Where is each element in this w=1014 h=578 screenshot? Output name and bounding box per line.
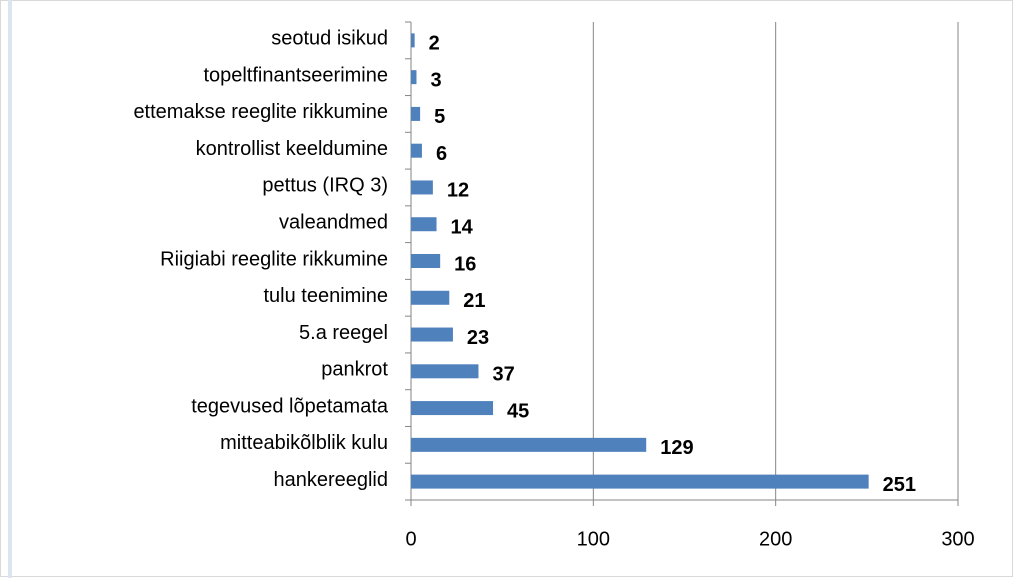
x-tick-label: 200 — [759, 528, 792, 550]
value-label: 12 — [447, 180, 469, 202]
y-tick-label: tegevused lõpetamata — [191, 395, 389, 417]
bar — [411, 106, 421, 121]
y-tick-label: mitteabikõlblik kulu — [220, 432, 388, 454]
x-tick-label: 300 — [941, 528, 974, 550]
value-label: 3 — [430, 69, 441, 91]
value-label: 21 — [463, 290, 485, 312]
bar — [411, 217, 437, 232]
x-tick-label: 0 — [405, 528, 416, 550]
y-tick-label: valeandmed — [279, 212, 388, 234]
value-label: 251 — [883, 474, 916, 496]
bar — [411, 290, 450, 305]
y-tick-label: topeltfinantseerimine — [203, 64, 388, 86]
y-tick-label: 5.a reegel — [299, 322, 388, 344]
bar — [411, 327, 453, 342]
value-label: 129 — [660, 437, 693, 459]
value-label: 14 — [451, 217, 474, 239]
side-bar — [8, 0, 12, 578]
y-tick-label: pankrot — [321, 359, 388, 381]
bar — [411, 33, 415, 48]
bar — [411, 474, 869, 489]
y-tick-label: hankereeglid — [273, 469, 388, 491]
bar — [411, 70, 417, 85]
bar — [411, 364, 479, 379]
x-tick-label: 100 — [577, 528, 610, 550]
y-tick-label: seotud isikud — [271, 28, 388, 50]
y-tick-label: Riigiabi reeglite rikkumine — [160, 248, 388, 270]
bar — [411, 437, 647, 452]
value-label: 5 — [434, 106, 445, 128]
value-label: 45 — [507, 400, 529, 422]
y-tick-label: pettus (IRQ 3) — [262, 175, 388, 197]
value-label: 6 — [436, 143, 447, 165]
value-label: 23 — [467, 327, 489, 349]
bar — [411, 254, 441, 268]
value-label: 16 — [454, 253, 476, 275]
y-tick-label: tulu teenimine — [263, 285, 388, 307]
y-tick-label: kontrollist keeldumine — [196, 138, 388, 160]
value-label: 37 — [492, 364, 514, 386]
value-label: 2 — [429, 33, 440, 55]
bar — [411, 143, 422, 158]
y-tick-label: ettemakse reeglite rikkumine — [133, 101, 388, 123]
bar — [411, 401, 494, 416]
bar — [411, 180, 433, 195]
